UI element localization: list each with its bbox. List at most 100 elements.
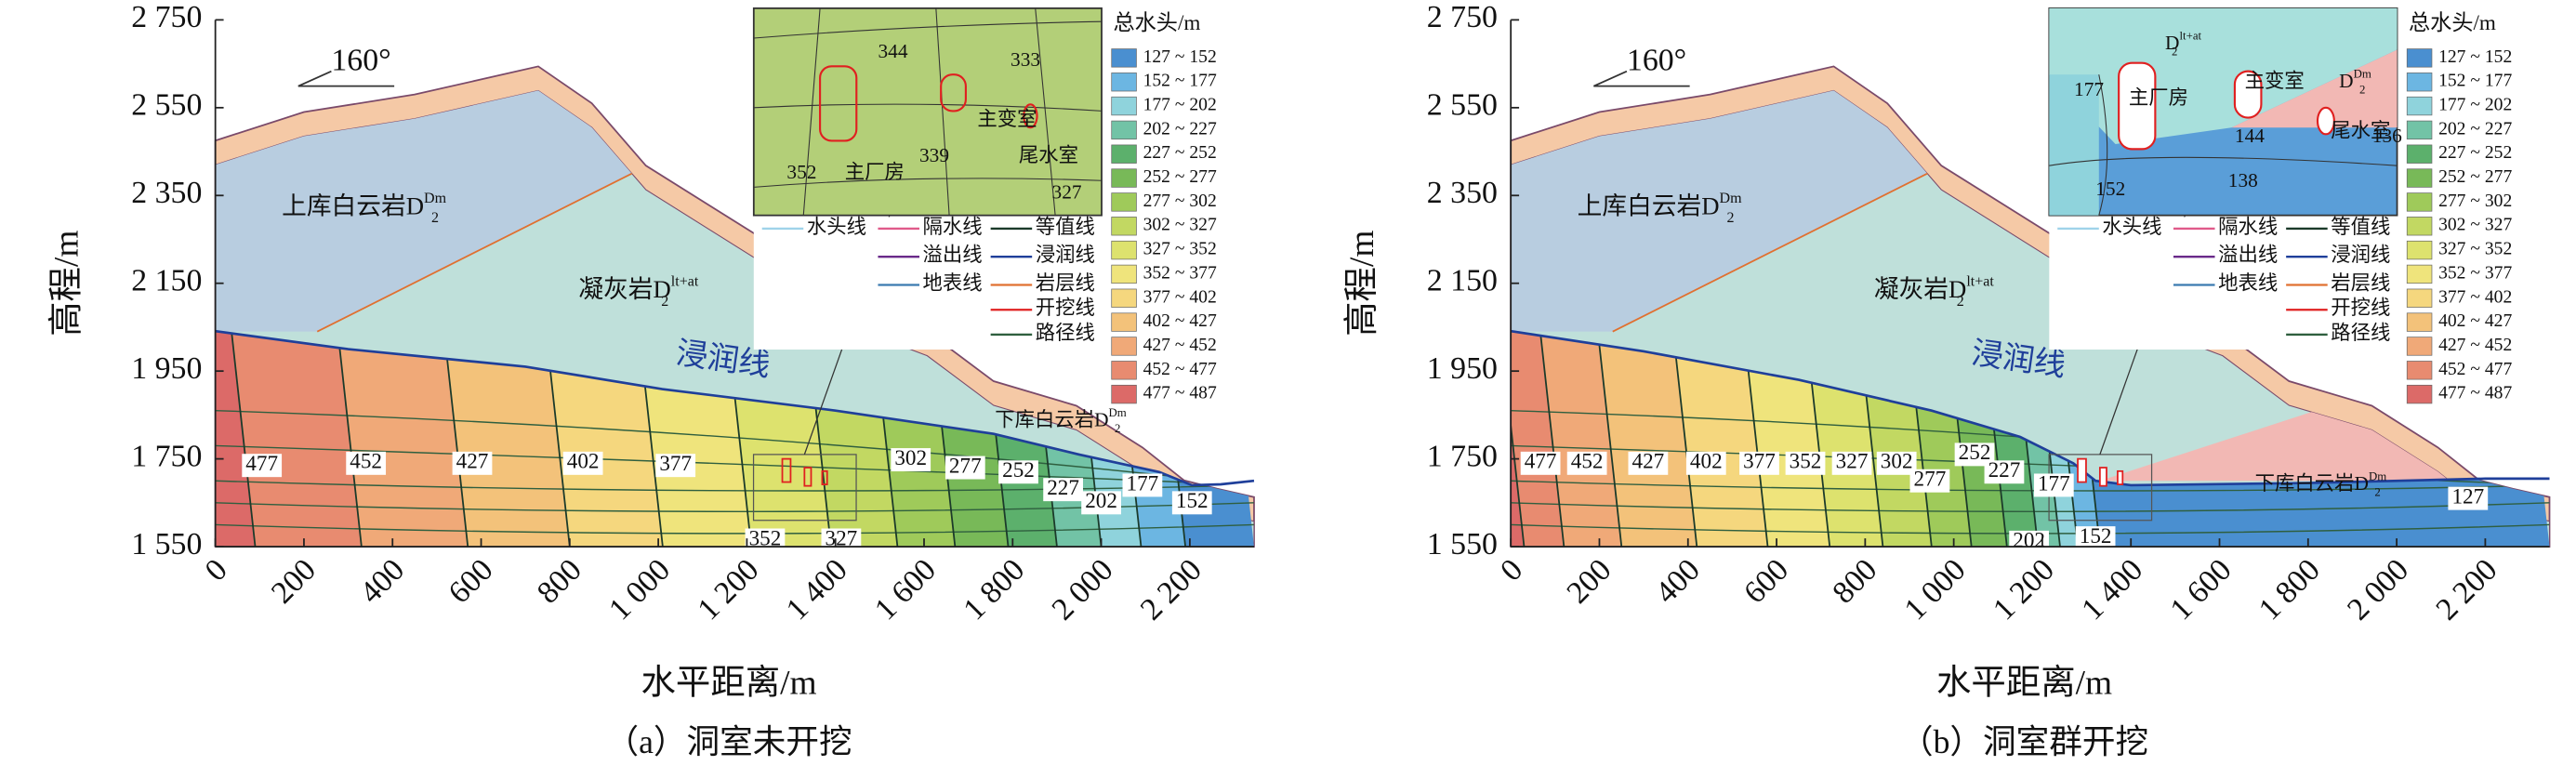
inset-line bbox=[753, 20, 1103, 39]
caption: （b）洞室群开挖 bbox=[1900, 723, 2148, 760]
y-axis-label: 高程/m bbox=[46, 231, 86, 337]
x-tick-label: 600 bbox=[443, 552, 500, 610]
legend-label: 浸润线 bbox=[2331, 244, 2390, 266]
y-axis-label: 高程/m bbox=[1342, 231, 1381, 337]
inset-label: 333 bbox=[1011, 48, 1040, 71]
inset-cavern bbox=[2233, 70, 2263, 119]
contour-label: 202 bbox=[2013, 529, 2045, 553]
x-tick-label: 1 000 bbox=[602, 552, 677, 627]
label-bg bbox=[1831, 451, 1872, 475]
inset-dolomite bbox=[2231, 49, 2398, 128]
label-bg bbox=[821, 528, 862, 552]
contour-label: 127 bbox=[2451, 484, 2484, 508]
cavern bbox=[803, 467, 812, 487]
subscript: 2 bbox=[2172, 46, 2177, 59]
y-tick-label: 2 350 bbox=[1427, 176, 1498, 210]
y-tick-label: 2 750 bbox=[1427, 0, 1498, 34]
contour-label: 227 bbox=[1988, 458, 2021, 482]
flow-path bbox=[215, 444, 1254, 486]
contour-label: 202 bbox=[1085, 489, 1117, 513]
contour-line bbox=[228, 331, 257, 548]
y-tick-label: 2 750 bbox=[131, 0, 202, 34]
legend-label: 水头线 bbox=[807, 216, 866, 238]
legend-swatch bbox=[1111, 288, 1137, 308]
legend-label: 等值线 bbox=[1036, 216, 1095, 238]
legend-swatch bbox=[2406, 48, 2433, 68]
legend-label: 177 ~ 202 bbox=[1143, 96, 1217, 115]
legend-swatch bbox=[2406, 168, 2433, 188]
inset-cavern bbox=[940, 73, 967, 112]
head-band bbox=[228, 331, 362, 548]
x-tick-label: 1 800 bbox=[2252, 552, 2327, 627]
legend-swatch bbox=[1111, 48, 1137, 68]
cavern bbox=[2077, 457, 2087, 483]
y-tick-label: 2 150 bbox=[131, 263, 202, 297]
rock-label: 凝灰岩Dlt+at 2 bbox=[578, 273, 698, 309]
text-part: 凝灰岩D bbox=[578, 275, 670, 303]
legend-swatch bbox=[1111, 144, 1137, 164]
phreatic-line bbox=[1510, 329, 2550, 487]
superscript: lt+at bbox=[671, 273, 699, 289]
y-tick-label: 1 550 bbox=[1427, 527, 1498, 561]
legend-title: 总水头/m bbox=[2409, 11, 2496, 35]
contour-label: 152 bbox=[2080, 524, 2112, 548]
contour-label: 302 bbox=[894, 446, 927, 470]
orientation-mark bbox=[1592, 70, 1690, 87]
orientation-mark bbox=[297, 70, 395, 87]
legend-label: 地表线 bbox=[2218, 271, 2278, 294]
label-bg bbox=[452, 451, 493, 475]
flow-path bbox=[215, 523, 1254, 535]
text-part: 上库白云岩D bbox=[282, 192, 424, 220]
legend-label: 402 ~ 427 bbox=[2438, 311, 2512, 331]
legend-label: 477 ~ 487 bbox=[2438, 384, 2512, 403]
contour-label: 277 bbox=[1914, 468, 1947, 492]
legend-label: 水头线 bbox=[2102, 216, 2161, 238]
legend-label: 427 ~ 452 bbox=[1143, 336, 1217, 355]
inset-label: DDm 2 bbox=[2339, 67, 2371, 96]
text-part: 下库白云岩D bbox=[2255, 472, 2369, 495]
label-bg bbox=[1122, 473, 1163, 497]
inset-label: 339 bbox=[919, 144, 949, 166]
inset-cavern bbox=[819, 65, 858, 142]
legend-label: 202 ~ 227 bbox=[1143, 119, 1217, 139]
legend-label: 路径线 bbox=[2331, 322, 2390, 344]
label-bg bbox=[1909, 469, 1950, 493]
contour-label: 477 bbox=[245, 452, 278, 476]
legend-label: 427 ~ 452 bbox=[2438, 336, 2512, 355]
inset-left bbox=[2049, 74, 2099, 216]
legend-label: 127 ~ 152 bbox=[2438, 47, 2512, 67]
inset-line bbox=[802, 7, 821, 216]
legend-label: 开挖线 bbox=[1036, 297, 1095, 319]
x-axis-label: 水平距离/m bbox=[641, 663, 817, 702]
legend-label: 252 ~ 277 bbox=[1143, 167, 1217, 187]
contour-line bbox=[1511, 331, 1526, 548]
contour-label: 302 bbox=[1881, 450, 1913, 474]
legend-label: 177 ~ 202 bbox=[2438, 96, 2512, 115]
x-tick-label: 0 bbox=[199, 552, 234, 588]
head-band bbox=[1537, 331, 1622, 548]
contour-label: 277 bbox=[949, 454, 982, 478]
legend-label: 岩层线 bbox=[1036, 271, 1095, 294]
inset-cavern bbox=[2316, 106, 2335, 136]
subscript: 2 bbox=[2359, 84, 2365, 97]
legend-label: 302 ~ 327 bbox=[1143, 216, 1217, 235]
x-tick-label: 200 bbox=[265, 552, 323, 610]
legend-label: 127 ~ 152 bbox=[1143, 47, 1217, 67]
legend-swatch bbox=[2406, 384, 2433, 404]
upper-dolomite bbox=[1511, 90, 1976, 332]
text-part: 下库白云岩D bbox=[995, 408, 1108, 430]
flow-path bbox=[215, 409, 1254, 486]
legend-swatch bbox=[2406, 288, 2433, 308]
inset-label: 138 bbox=[2228, 169, 2258, 192]
label-bg bbox=[1685, 451, 1726, 475]
legend-swatch bbox=[2406, 312, 2433, 332]
legend-swatch bbox=[1111, 240, 1137, 260]
inset-label: 主厂房 bbox=[2129, 86, 2188, 109]
inset-label: 尾水室 bbox=[2331, 119, 2390, 141]
legend-swatch bbox=[1111, 337, 1137, 356]
legend-swatch bbox=[1111, 120, 1137, 140]
legend-label: 溢出线 bbox=[923, 244, 983, 266]
inset-cavern bbox=[1023, 103, 1038, 129]
x-tick-label: 400 bbox=[1649, 552, 1707, 610]
